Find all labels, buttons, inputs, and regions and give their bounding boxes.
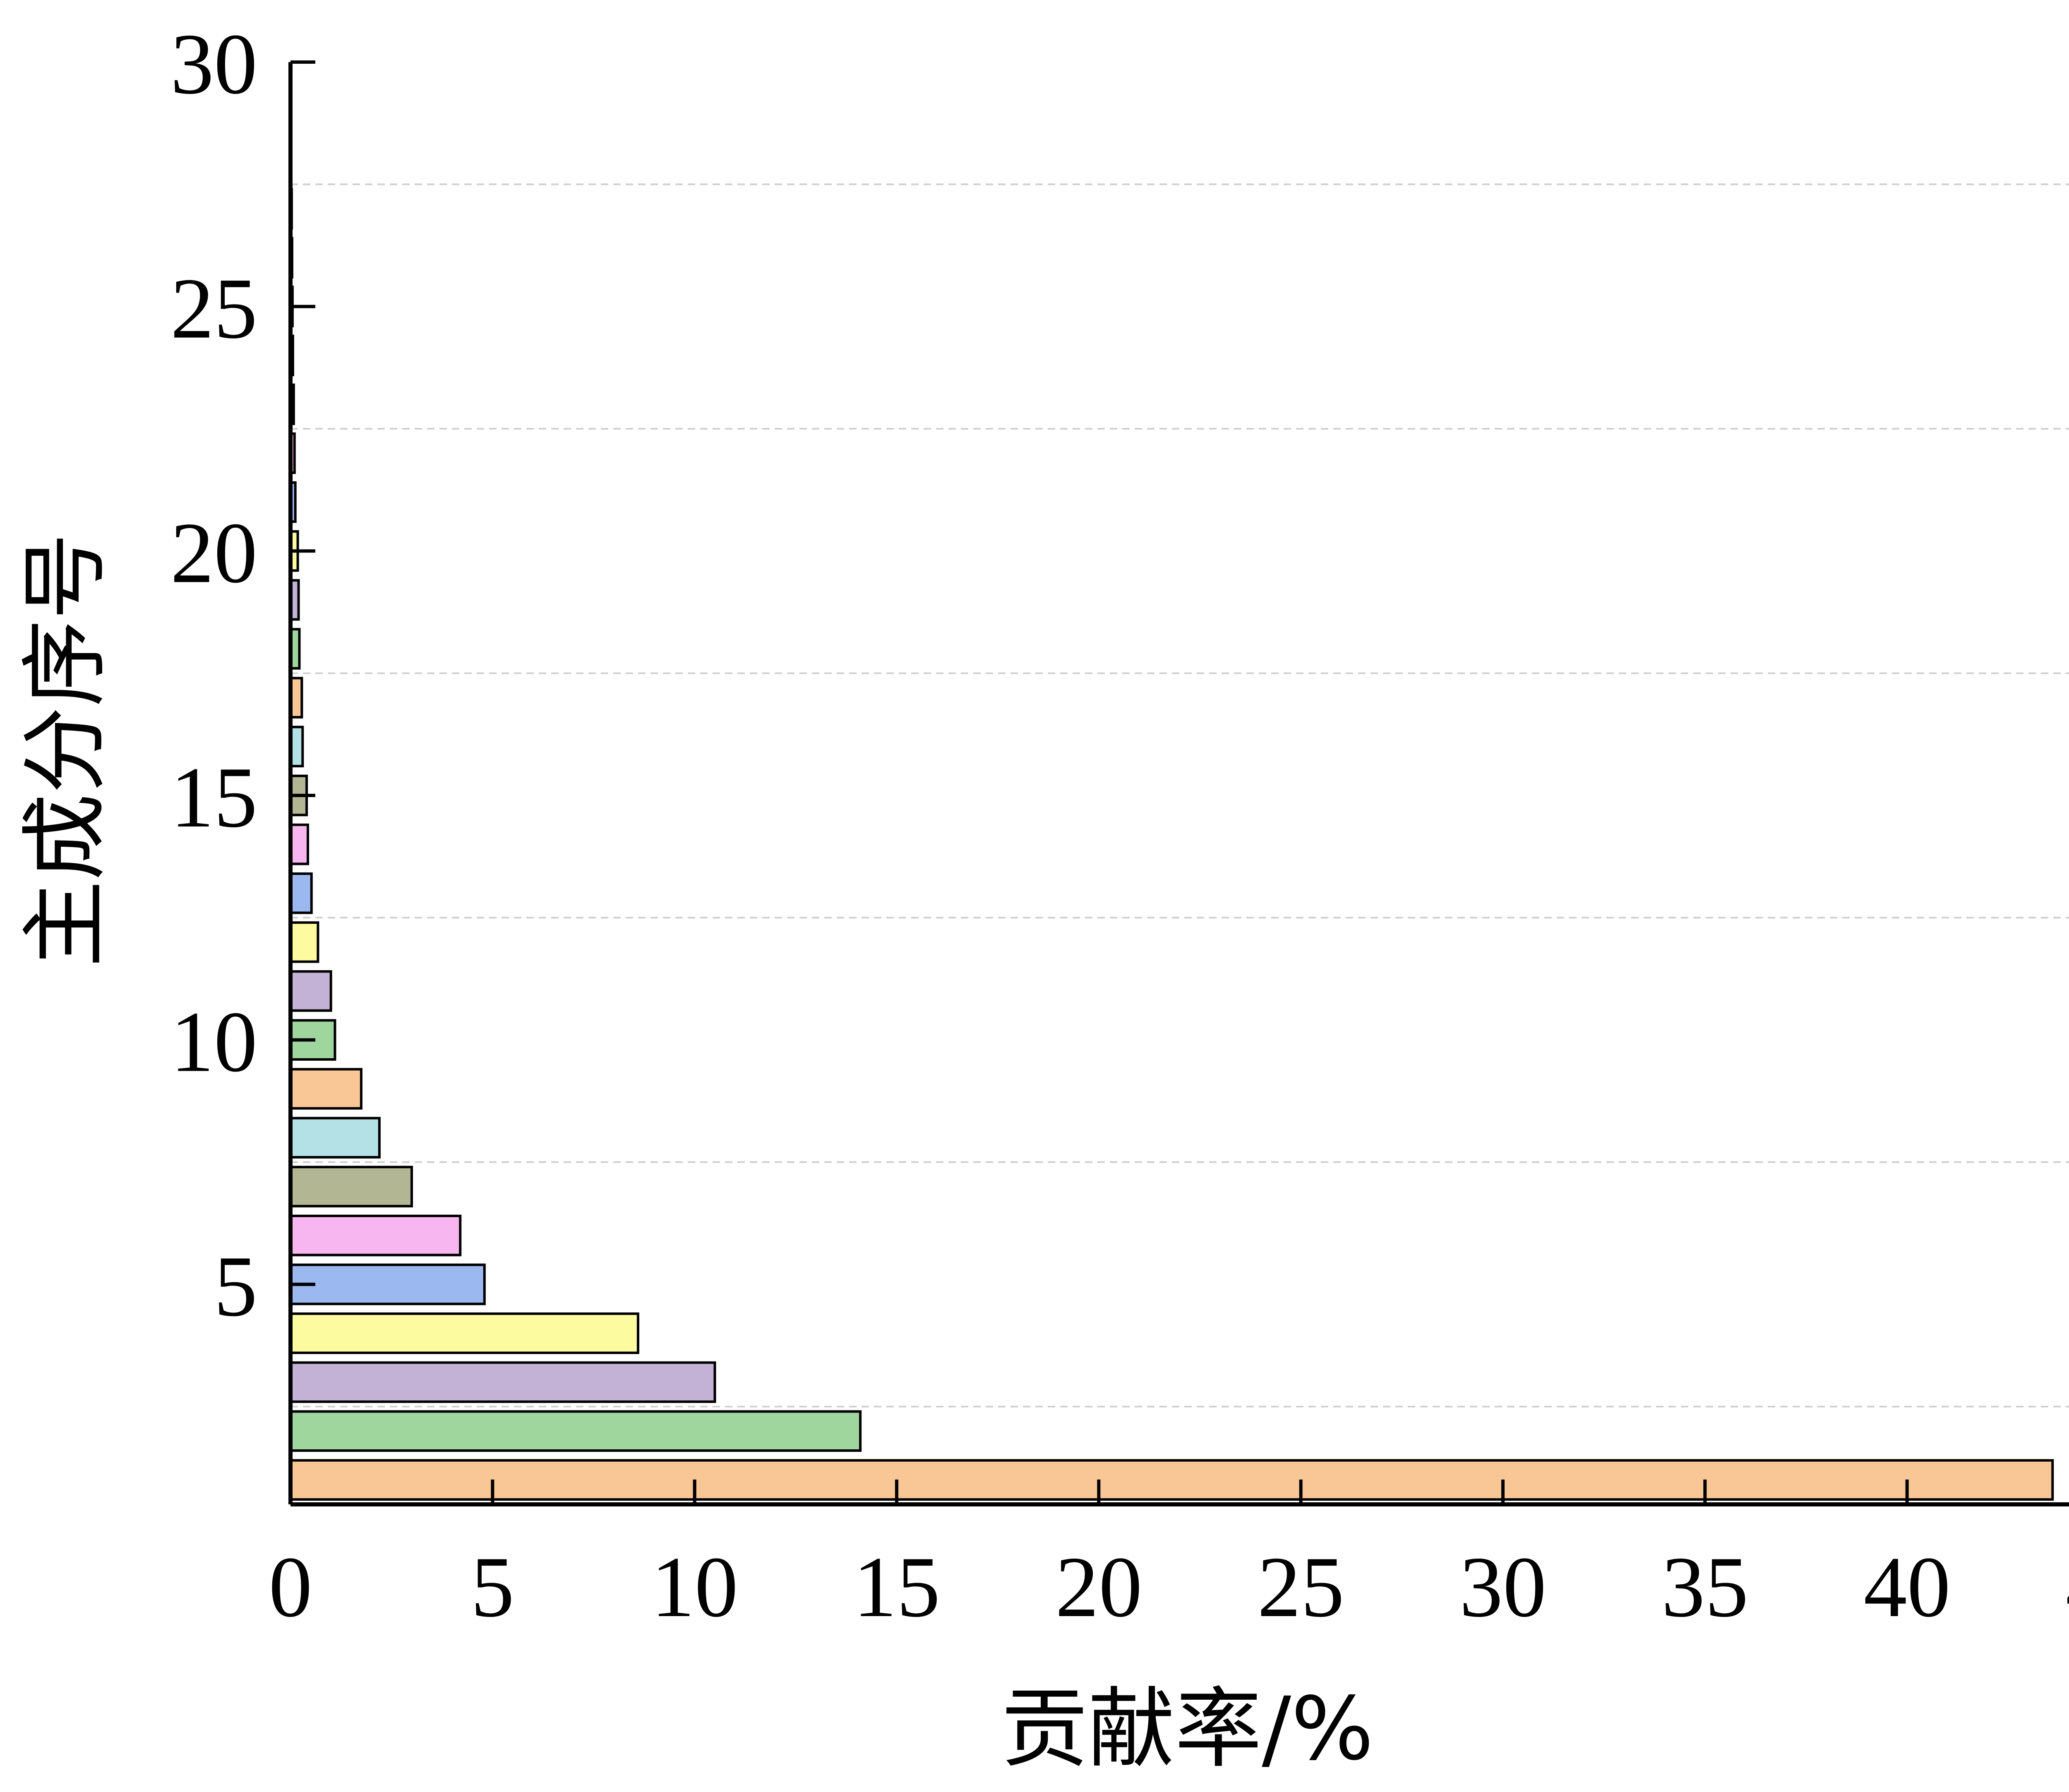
bar: [289, 1068, 362, 1110]
y-tick-label: 5: [214, 1238, 257, 1334]
x-tick-label: 30: [1459, 1539, 1546, 1635]
axes-layer: [288, 60, 2069, 1506]
bar: [289, 1312, 639, 1354]
y-tick-label: 10: [170, 994, 257, 1090]
x-tick-label: 25: [1258, 1539, 1344, 1635]
bar: [289, 1215, 462, 1256]
x-tick-label: 40: [1864, 1539, 1951, 1635]
bar: [289, 921, 319, 963]
y-tick-label: 25: [170, 261, 257, 357]
x-tick-label: 35: [1661, 1539, 1748, 1635]
x-tick-label: 20: [1055, 1539, 1142, 1635]
bar: [289, 1117, 381, 1159]
bar: [289, 1459, 2054, 1501]
y-tick-label: 30: [170, 16, 257, 112]
bar: [289, 1361, 716, 1403]
y-tick-label: 20: [170, 505, 257, 601]
bar: [289, 1165, 413, 1208]
bar: [289, 1410, 862, 1452]
x-tick-label: 5: [471, 1539, 514, 1635]
bars-layer: [289, 90, 2054, 1501]
x-tick-label: 10: [651, 1539, 738, 1635]
x-axis-title: 贡献率/%: [1001, 1678, 1373, 1780]
labels-layer: 贡献率/% 主成分序号 0 5 10 15 20 25 30 35 40 45 5 10 15 20 25 3…: [14, 16, 2069, 1780]
bar: [289, 1264, 486, 1305]
y-tick-label: 15: [170, 749, 257, 846]
x-tick-label: 0: [269, 1539, 312, 1635]
y-axis-title: 主成分序号: [14, 533, 116, 967]
x-tick-label: 15: [853, 1539, 940, 1635]
bar: [289, 970, 332, 1012]
x-tick-label: 45: [2066, 1539, 2069, 1635]
bar: [289, 872, 313, 914]
grid-layer: [290, 183, 2069, 1408]
bar: [289, 823, 309, 865]
